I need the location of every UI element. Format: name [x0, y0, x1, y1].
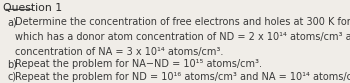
Text: b): b) [7, 59, 18, 69]
Text: c): c) [7, 72, 17, 82]
Text: concentration of NA = 3 x 10¹⁴ atoms/cm³.: concentration of NA = 3 x 10¹⁴ atoms/cm³… [14, 47, 223, 57]
Text: Question 1: Question 1 [3, 3, 62, 13]
Text: which has a donor atom concentration of ND = 2 x 10¹⁴ atoms/cm³ and acceptor ato: which has a donor atom concentration of … [14, 32, 350, 42]
Text: a): a) [7, 17, 17, 27]
Text: Repeat the problem for ND = 10¹⁶ atoms/cm³ and NA = 10¹⁴ atoms/cm³.: Repeat the problem for ND = 10¹⁶ atoms/c… [14, 72, 350, 82]
Text: Repeat the problem for NA−ND = 10¹⁵ atoms/cm³.: Repeat the problem for NA−ND = 10¹⁵ atom… [14, 59, 261, 69]
Text: Determine the concentration of free electrons and holes at 300 K for a silicon s: Determine the concentration of free elec… [14, 17, 350, 27]
